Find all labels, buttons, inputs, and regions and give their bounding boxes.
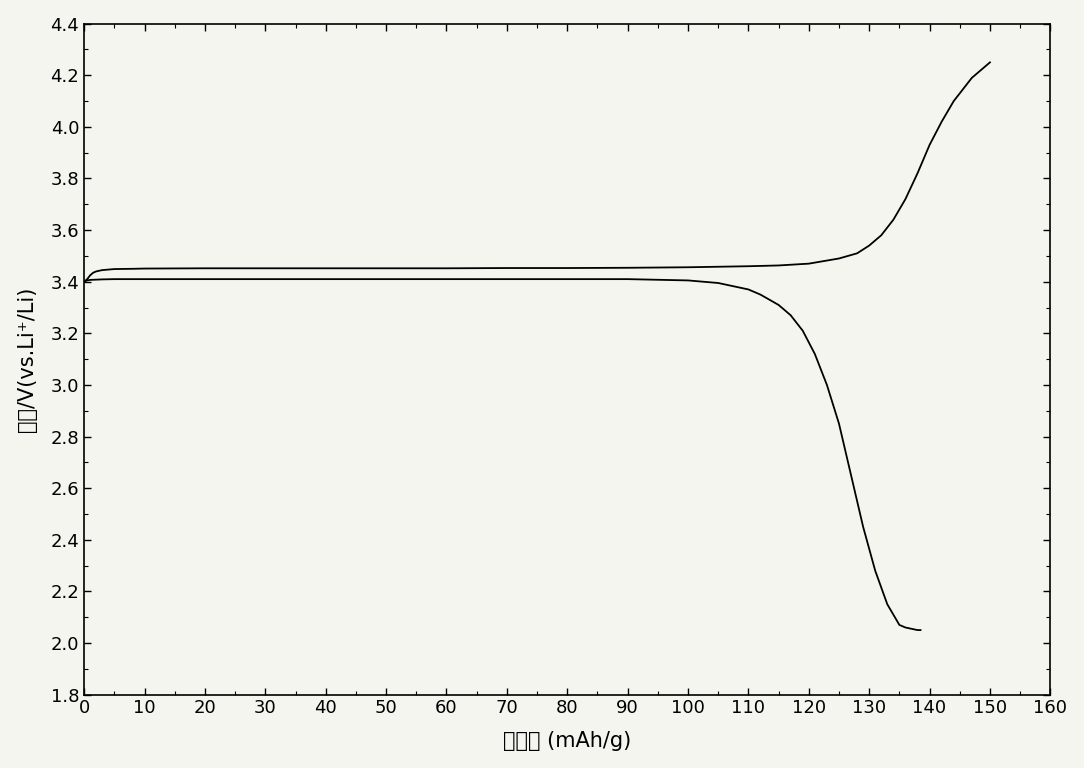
Y-axis label: 电压/V(vs.Li⁺/Li): 电压/V(vs.Li⁺/Li): [16, 286, 37, 432]
X-axis label: 比容量 (mAh/g): 比容量 (mAh/g): [503, 731, 631, 751]
